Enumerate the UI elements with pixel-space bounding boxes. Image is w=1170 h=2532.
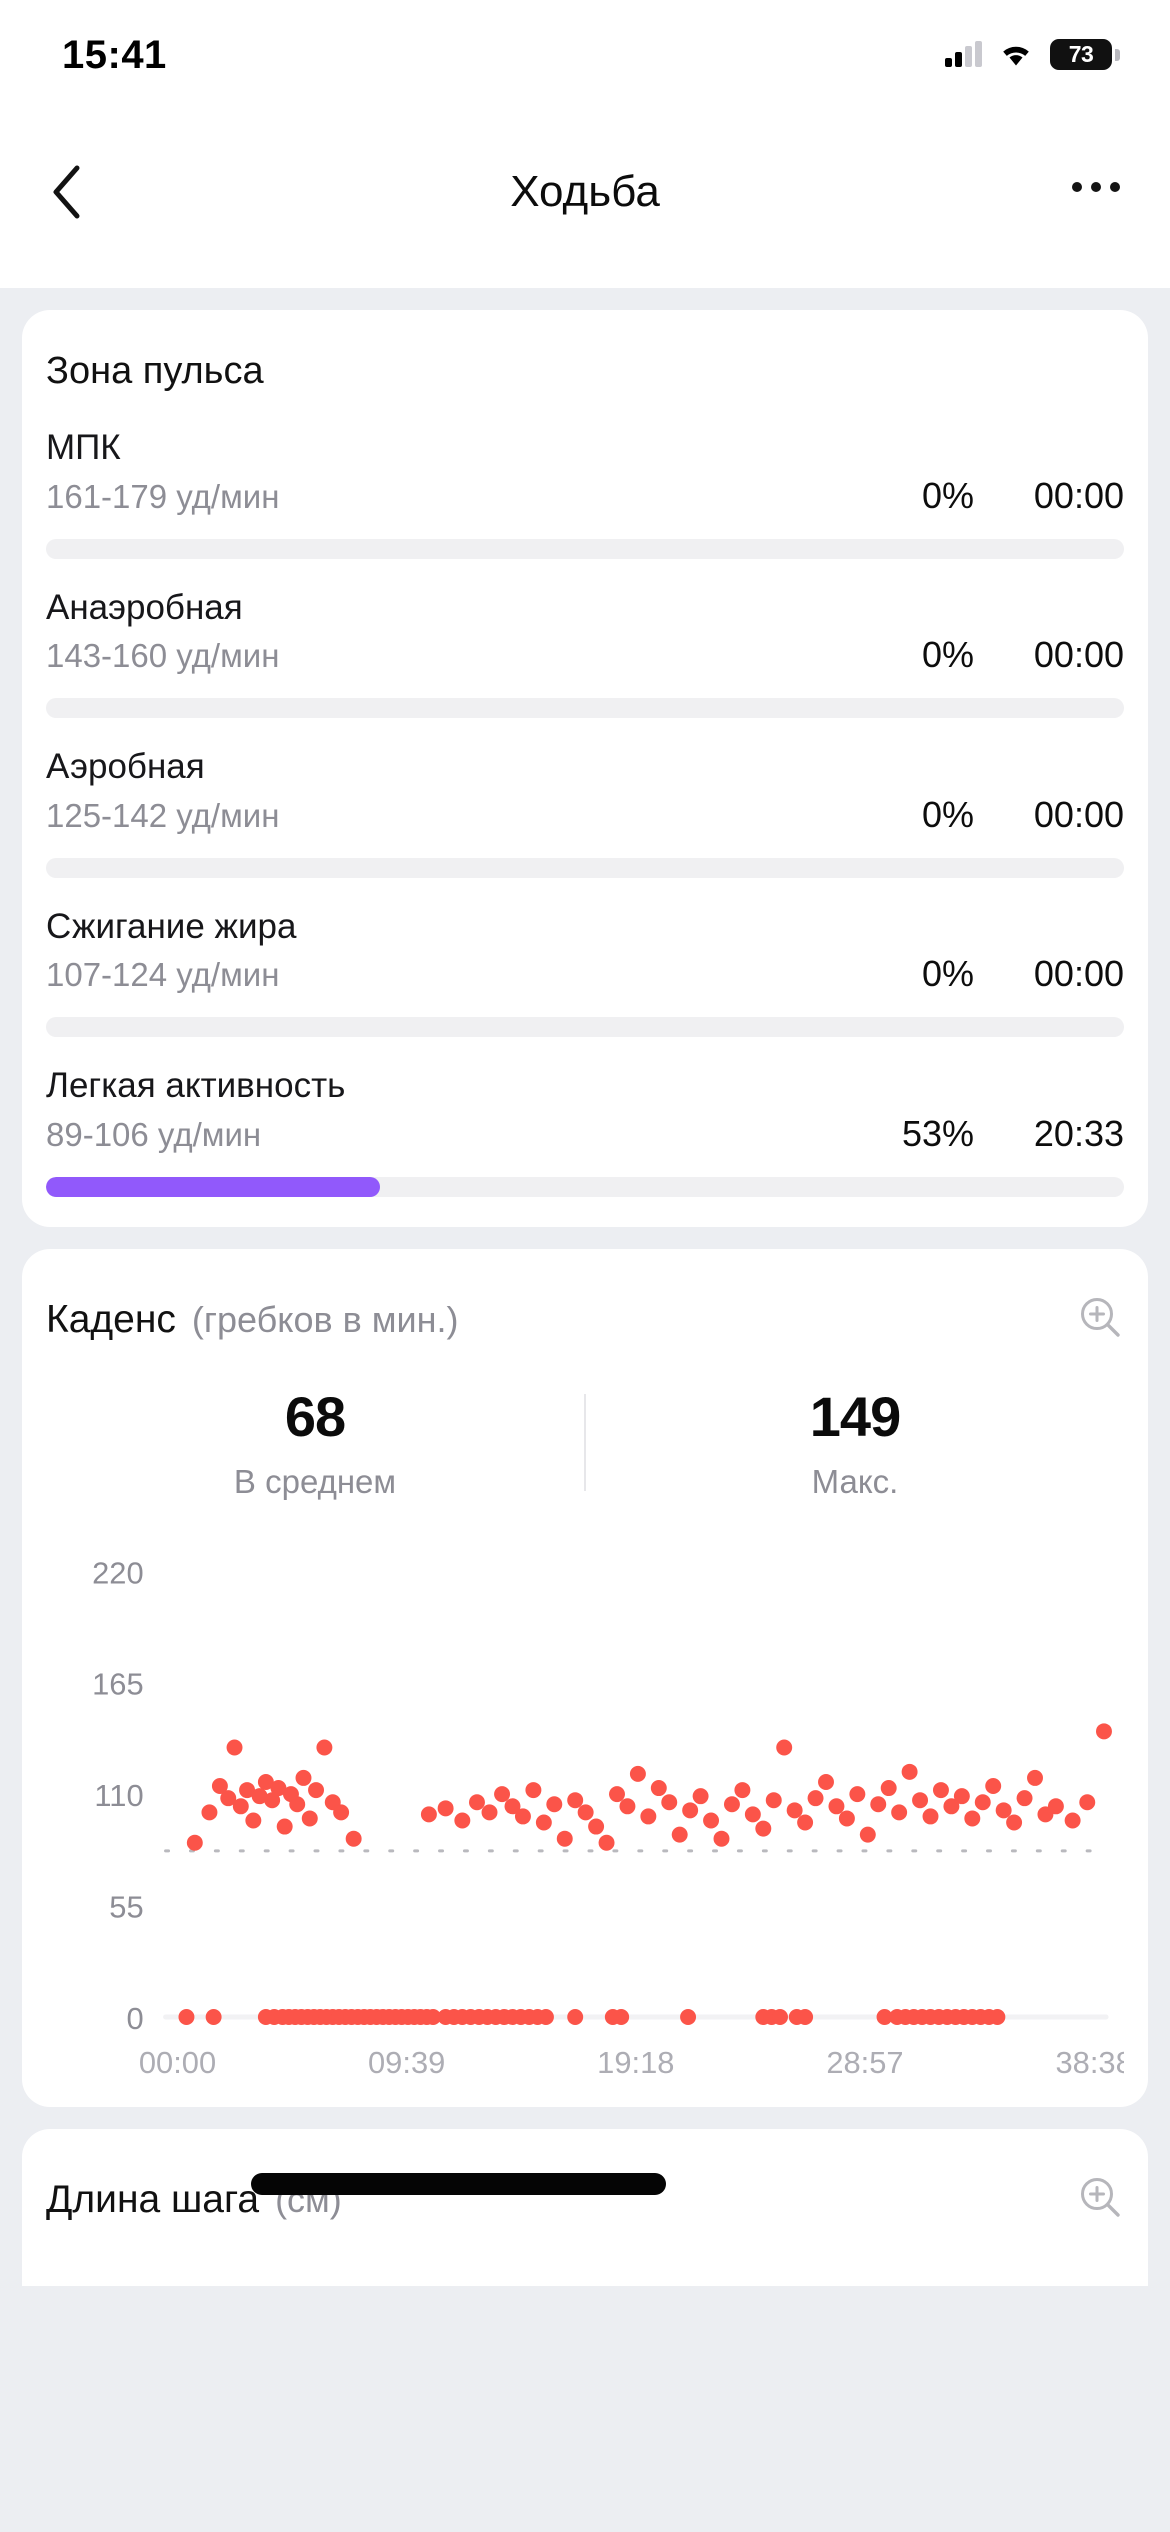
cellular-signal-icon <box>945 41 982 67</box>
status-bar-time: 15:41 <box>62 32 167 77</box>
zone-row-anaerobic[interactable]: Анаэробная 143-160 уд/мин 0% 00:00 <box>46 559 1124 718</box>
zone-duration: 00:00 <box>1033 953 1124 994</box>
zone-progress-track <box>46 698 1124 718</box>
redaction-bar <box>251 2172 666 2195</box>
zone-progress-track <box>46 1017 1124 1037</box>
zone-range: 89-106 уд/мин <box>46 1115 262 1153</box>
zone-row-vo2max[interactable]: МПК 161-179 уд/мин 0% 00:00 <box>46 399 1124 559</box>
svg-text:00:00: 00:00 <box>139 2044 216 2079</box>
svg-text:220: 220 <box>92 1555 144 1590</box>
stride-length-zoom-in-button[interactable] <box>1078 2175 1124 2226</box>
zoom-in-icon <box>1081 2177 1120 2217</box>
zone-range: 161-179 уд/мин <box>46 477 280 515</box>
cadence-average-value: 68 <box>284 1384 346 1448</box>
cadence-summary: 68 В среднем 149 Макс. <box>46 1384 1124 1501</box>
page-content: Зона пульса МПК 161-179 уд/мин 0% 00:00 … <box>0 310 1170 2532</box>
stride-length-card: Длина шага (см) <box>22 2128 1148 2286</box>
navigation-bar: Ходьба <box>0 96 1170 288</box>
zone-row-light-activity[interactable]: Легкая активность 89-106 уд/мин 53% 20:3… <box>46 1037 1124 1227</box>
status-bar: 15:41 73 <box>0 0 1170 96</box>
svg-text:38:38: 38:38 <box>1055 2044 1124 2079</box>
svg-text:0: 0 <box>126 2000 143 2035</box>
heart-rate-zone-title: Зона пульса <box>46 350 264 392</box>
battery-icon: 73 <box>1050 38 1120 70</box>
zone-progress-track <box>46 1176 1124 1197</box>
zone-range: 125-142 уд/мин <box>46 796 280 834</box>
zone-progress-track <box>46 857 1124 878</box>
zone-duration: 00:00 <box>1033 793 1124 835</box>
cadence-maximum: 149 Макс. <box>586 1384 1124 1501</box>
chevron-left-icon <box>53 165 80 219</box>
zoom-in-icon <box>1081 1297 1120 1337</box>
cadence-chart-svg: 0 55 110 165 220 00:00 09:39 19:18 28:57 38:38 <box>92 1555 1124 2080</box>
wifi-icon <box>1003 46 1029 66</box>
more-options-icon <box>1072 182 1082 192</box>
svg-text:19:18: 19:18 <box>597 2044 674 2079</box>
zone-percent: 0% <box>921 634 974 675</box>
cadence-scatter-chart[interactable]: 0 55 110 165 220 00:00 09:39 19:18 28:57 38:38 <box>46 1537 1124 2107</box>
svg-text:09:39: 09:39 <box>368 2044 445 2079</box>
cadence-average: 68 В среднем <box>46 1384 584 1501</box>
stride-length-header: Длина шага (см) <box>46 2129 1124 2286</box>
cadence-average-label: В среднем <box>233 1462 397 1500</box>
svg-text:165: 165 <box>92 1666 144 1701</box>
zone-duration: 00:00 <box>1033 634 1124 675</box>
zone-percent: 53% <box>901 1112 974 1154</box>
svg-text:110: 110 <box>94 1778 143 1813</box>
battery-level: 73 <box>1068 40 1094 67</box>
cadence-zoom-in-button[interactable] <box>1078 1295 1124 1346</box>
zone-duration: 00:00 <box>1033 474 1124 516</box>
cadence-unit: (гребков в мин.) <box>191 1299 459 1340</box>
zone-range: 107-124 уд/мин <box>46 956 280 993</box>
stride-length-title: Длина шага <box>46 2178 260 2221</box>
zone-progress-track <box>46 538 1124 559</box>
svg-text:55: 55 <box>109 1889 143 1924</box>
cadence-maximum-label: Макс. <box>811 1462 899 1500</box>
svg-text:28:57: 28:57 <box>826 2044 903 2079</box>
zone-name: Анаэробная <box>46 587 243 627</box>
zone-name: МПК <box>46 428 121 467</box>
zone-row-fat-burn[interactable]: Сжигание жира 107-124 уд/мин 0% 00:00 <box>46 878 1124 1037</box>
heart-rate-zone-card: Зона пульса МПК 161-179 уд/мин 0% 00:00 … <box>22 310 1148 1227</box>
page-title: Ходьба <box>510 167 660 216</box>
cadence-maximum-value: 149 <box>809 1384 901 1448</box>
zone-progress-fill <box>46 1176 381 1197</box>
zone-range: 143-160 уд/мин <box>46 637 280 674</box>
more-options-button[interactable] <box>1072 182 1120 202</box>
zone-percent: 0% <box>921 953 974 994</box>
status-bar-indicators: 73 <box>945 27 1120 70</box>
summary-divider <box>584 1393 586 1491</box>
zone-percent: 0% <box>921 793 974 835</box>
cadence-title: Каденс <box>46 1298 176 1341</box>
zone-duration: 20:33 <box>1033 1112 1124 1154</box>
cadence-card: Каденс (гребков в мин.) 68 В среднем 149… <box>22 1248 1148 2107</box>
zone-name: Легкая активность <box>46 1066 346 1105</box>
cadence-header: Каденс (гребков в мин.) <box>46 1249 1124 1346</box>
back-button[interactable] <box>50 157 120 227</box>
zone-row-aerobic[interactable]: Аэробная 125-142 уд/мин 0% 00:00 <box>46 718 1124 878</box>
zone-name: Сжигание жира <box>46 906 297 946</box>
zone-name: Аэробная <box>46 747 205 786</box>
zone-percent: 0% <box>921 474 974 516</box>
